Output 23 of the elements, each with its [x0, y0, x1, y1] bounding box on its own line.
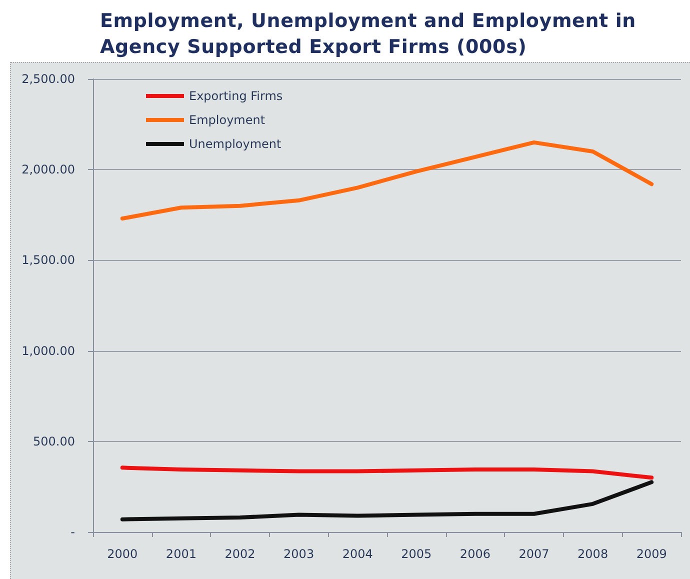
legend-label: Employment — [189, 113, 266, 127]
x-tick-label: 2002 — [224, 547, 256, 561]
x-tick-label: 2001 — [166, 547, 196, 561]
x-tick-label: 2009 — [636, 547, 667, 561]
legend-label: Exporting Firms — [189, 89, 283, 103]
line-series — [120, 466, 654, 480]
x-tick-label: 2006 — [460, 547, 490, 561]
y-tick-label: 1,000.00 — [22, 344, 75, 358]
y-tick-label: 500.00 — [33, 434, 75, 448]
x-tick-label: 2000 — [107, 547, 138, 561]
legend-label: Unemployment — [189, 137, 282, 151]
chart-title: Employment, Unemployment and Employment in Agency Supported Export Firms (000s) — [100, 9, 637, 60]
x-tick-label: 2004 — [342, 547, 373, 561]
x-tick-label: 2003 — [284, 547, 314, 561]
x-tick-label: 2008 — [578, 547, 608, 561]
y-tick-label: - — [70, 525, 75, 539]
y-tick-label: 1,500.00 — [22, 253, 75, 268]
x-tick-label: 2007 — [518, 547, 550, 561]
line-series — [120, 140, 654, 221]
x-tick-label: 2005 — [401, 547, 432, 561]
y-tick-label: 2,000.00 — [22, 162, 75, 177]
y-tick-label: 2,500.00 — [22, 72, 75, 86]
line-series — [120, 480, 654, 522]
